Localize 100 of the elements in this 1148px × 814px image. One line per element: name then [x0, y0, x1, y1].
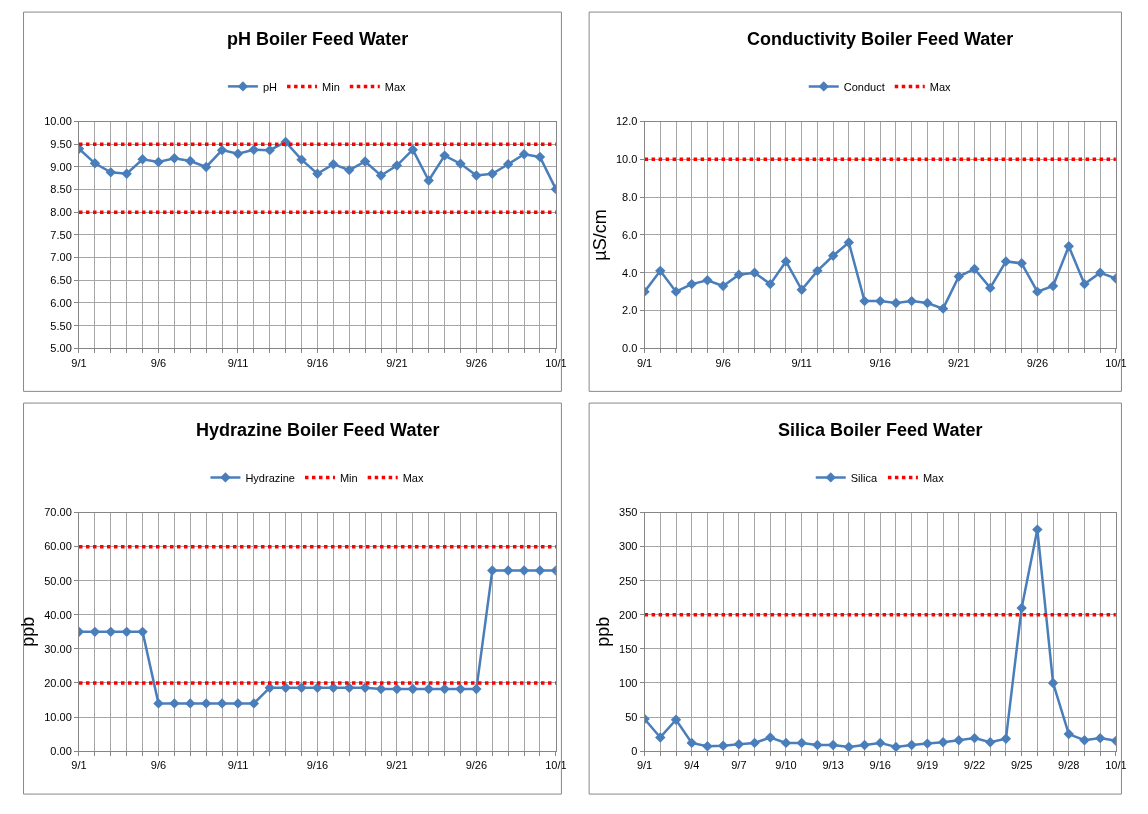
- legend-label: pH: [262, 80, 278, 93]
- point: [200, 698, 212, 709]
- chart-title: Hydrazine Boiler Feed Water: [196, 420, 440, 440]
- point: [875, 737, 886, 749]
- point: [1079, 734, 1090, 746]
- point: [185, 155, 196, 167]
- x-tick-label: 10/1: [545, 356, 567, 369]
- x-tick-label: 9/6: [150, 356, 167, 369]
- chart-title: Silica Boiler Feed Water: [778, 420, 983, 440]
- x-tick-label: 9/1: [636, 356, 653, 369]
- point: [765, 278, 776, 290]
- point: [686, 278, 697, 290]
- point: [89, 158, 101, 169]
- point: [717, 740, 729, 751]
- point: [1063, 728, 1074, 740]
- point: [312, 168, 323, 179]
- point: [487, 168, 498, 179]
- point: [439, 150, 450, 161]
- point: [518, 565, 530, 576]
- point: [296, 154, 307, 165]
- point: [969, 263, 980, 275]
- y-tick-label: 70.00: [44, 506, 72, 519]
- y-tick-label: 50.00: [44, 574, 72, 587]
- point: [455, 683, 466, 695]
- point: [702, 275, 713, 286]
- x-tick-label: 9/7: [731, 759, 747, 772]
- point: [1000, 256, 1012, 267]
- y-tick-label: 40.00: [44, 608, 72, 621]
- point: [407, 144, 419, 155]
- point: [749, 267, 760, 278]
- x-tick-label: 9/26: [465, 356, 488, 369]
- point: [953, 734, 965, 746]
- legend-label: Max: [929, 80, 952, 93]
- point: [937, 303, 949, 314]
- y-tick-label: 7.00: [50, 251, 72, 264]
- y-tick-label: 5.00: [50, 342, 72, 355]
- point: [391, 160, 403, 171]
- point: [232, 698, 244, 709]
- point: [502, 159, 514, 170]
- point: [296, 682, 307, 693]
- x-tick-label: 9/26: [1026, 356, 1049, 369]
- y-tick-label: 300: [619, 540, 638, 553]
- legend-label: Max: [384, 80, 407, 93]
- point: [1016, 602, 1027, 614]
- legend-label: Silica: [850, 471, 878, 484]
- point: [153, 156, 164, 168]
- point: [843, 741, 855, 752]
- y-tick-label: 30.00: [44, 642, 72, 655]
- x-tick-label: 9/4: [684, 759, 700, 772]
- x-tick-label: 9/16: [306, 356, 329, 369]
- point: [471, 683, 482, 695]
- point: [439, 683, 450, 695]
- point: [312, 682, 323, 693]
- y-tick-label: 0.00: [50, 744, 72, 757]
- point: [812, 265, 823, 277]
- x-tick-label: 9/10: [775, 759, 797, 772]
- point: [328, 159, 339, 170]
- x-tick-label: 9/16: [869, 759, 891, 772]
- point: [518, 149, 530, 160]
- point: [216, 698, 228, 709]
- x-tick-label: 9/1: [71, 356, 87, 369]
- x-tick-label: 9/21: [386, 759, 408, 772]
- point: [670, 714, 682, 725]
- point: [655, 732, 666, 743]
- point: [216, 144, 228, 156]
- point: [985, 737, 996, 748]
- y-tick-label: 10.00: [44, 710, 72, 723]
- x-tick-label: 9/25: [1010, 759, 1033, 772]
- y-tick-label: 8.50: [50, 183, 72, 196]
- point: [534, 565, 546, 576]
- point: [670, 286, 682, 297]
- x-tick-label: 9/6: [150, 759, 167, 772]
- point: [423, 175, 434, 186]
- y-tick-label: 60.00: [44, 540, 72, 553]
- chart-title: Conductivity Boiler Feed Water: [747, 29, 1014, 49]
- point: [169, 153, 180, 164]
- point: [780, 256, 792, 267]
- point: [969, 732, 980, 744]
- x-tick-label: 9/1: [636, 759, 653, 772]
- point: [121, 626, 132, 638]
- point: [749, 737, 760, 749]
- point: [344, 164, 355, 176]
- point: [121, 168, 132, 179]
- x-tick-label: 9/22: [963, 759, 986, 772]
- y-tick-label: 8.00: [50, 206, 72, 219]
- legend-label: Min: [339, 471, 358, 484]
- point: [890, 297, 902, 309]
- point: [1079, 278, 1090, 290]
- point: [890, 741, 902, 752]
- point: [328, 682, 339, 693]
- x-tick-label: 10/1: [1105, 356, 1127, 369]
- point: [733, 269, 745, 280]
- point: [686, 737, 697, 749]
- chart-title: pH Boiler Feed Water: [227, 29, 409, 49]
- point: [137, 626, 148, 638]
- point: [359, 156, 371, 167]
- point: [502, 565, 514, 576]
- point: [455, 158, 466, 169]
- x-tick-label: 10/1: [545, 759, 567, 772]
- point: [796, 284, 807, 295]
